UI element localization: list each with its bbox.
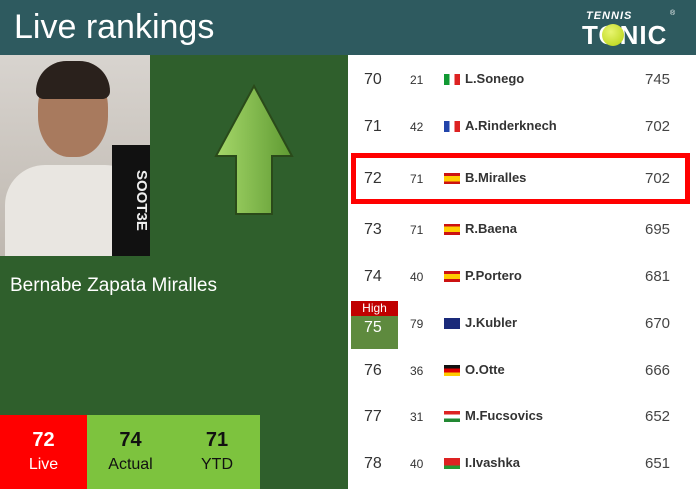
rank: 75: [364, 319, 382, 336]
rank: 77: [364, 408, 382, 425]
tennis-tonic-logo[interactable]: TENNIS TONIC ®: [582, 10, 676, 50]
previous-rank: 36: [410, 364, 424, 378]
ranking-row[interactable]: 74 40 P.Portero 681: [350, 256, 696, 296]
player-link[interactable]: O.Otte: [465, 362, 505, 377]
rank: 76: [364, 362, 382, 379]
tennis-ball-icon: [602, 24, 624, 46]
rank: 71: [364, 118, 382, 135]
stat-ytd: 71 YTD: [174, 415, 260, 489]
previous-rank: 71: [410, 172, 424, 186]
france-flag-icon: [444, 121, 460, 132]
spain-flag-icon: [444, 224, 460, 235]
previous-rank: 40: [410, 457, 424, 471]
ranking-row[interactable]: 75 79 J.Kubler 670: [350, 303, 696, 343]
points: 651: [645, 455, 671, 472]
page-title: Live rankings: [14, 8, 215, 46]
player-link[interactable]: I.Ivashka: [465, 455, 520, 470]
points: 670: [645, 315, 671, 332]
player-link[interactable]: R.Baena: [465, 221, 518, 236]
ranking-row[interactable]: 71 42 A.Rinderknech 702: [350, 106, 696, 146]
current-player-highlight: [351, 153, 690, 204]
previous-rank: 42: [410, 120, 424, 134]
spain-flag-icon: [444, 173, 460, 184]
ranking-row[interactable]: 77 31 M.Fucsovics 652: [350, 396, 696, 436]
points: 666: [645, 362, 671, 379]
points: 745: [645, 71, 671, 88]
points: 652: [645, 408, 671, 425]
rank: 73: [364, 221, 382, 238]
points: 702: [645, 118, 671, 135]
ranking-row[interactable]: 78 40 I.Ivashka 651: [350, 443, 696, 483]
previous-rank: 71: [410, 223, 424, 237]
stat-live: 72 Live: [0, 415, 87, 489]
points: 681: [645, 268, 671, 285]
career-high-marker: High: [351, 301, 398, 349]
header: Live rankings TENNIS TONIC ®: [0, 0, 696, 55]
ranking-row[interactable]: 76 36 O.Otte 666: [350, 350, 696, 390]
italy-flag-icon: [444, 74, 460, 85]
previous-rank: 79: [410, 317, 424, 331]
ranking-row[interactable]: 73 71 R.Baena 695: [350, 209, 696, 249]
rank: 74: [364, 268, 382, 285]
player-link[interactable]: J.Kubler: [465, 315, 518, 330]
belarus-flag-icon: [444, 458, 460, 469]
arrow-up-icon: [214, 84, 294, 215]
player-link[interactable]: P.Portero: [465, 268, 522, 283]
stat-actual: 74 Actual: [87, 415, 174, 489]
previous-rank: 31: [410, 410, 424, 424]
previous-rank: 21: [410, 73, 424, 87]
ranking-row[interactable]: 72 71 B.Miralles 702: [350, 158, 696, 198]
hungary-flag-icon: [444, 411, 460, 422]
player-photo: SOOT3E: [0, 55, 150, 256]
player-link[interactable]: L.Sonego: [465, 71, 525, 86]
previous-rank: 40: [410, 270, 424, 284]
germany-flag-icon: [444, 365, 460, 376]
rank: 70: [364, 71, 382, 88]
rank: 72: [364, 170, 382, 187]
rank: 78: [364, 455, 382, 472]
player-name: Bernabe Zapata Miralles: [10, 275, 217, 296]
spain-flag-icon: [444, 271, 460, 282]
player-link[interactable]: M.Fucsovics: [465, 408, 544, 423]
player-link[interactable]: B.Miralles: [465, 170, 527, 185]
points: 702: [645, 170, 671, 187]
australia-flag-icon: [444, 318, 460, 329]
player-link[interactable]: A.Rinderknech: [465, 118, 557, 133]
points: 695: [645, 221, 671, 238]
ranking-row[interactable]: 70 21 L.Sonego 745: [350, 59, 696, 99]
